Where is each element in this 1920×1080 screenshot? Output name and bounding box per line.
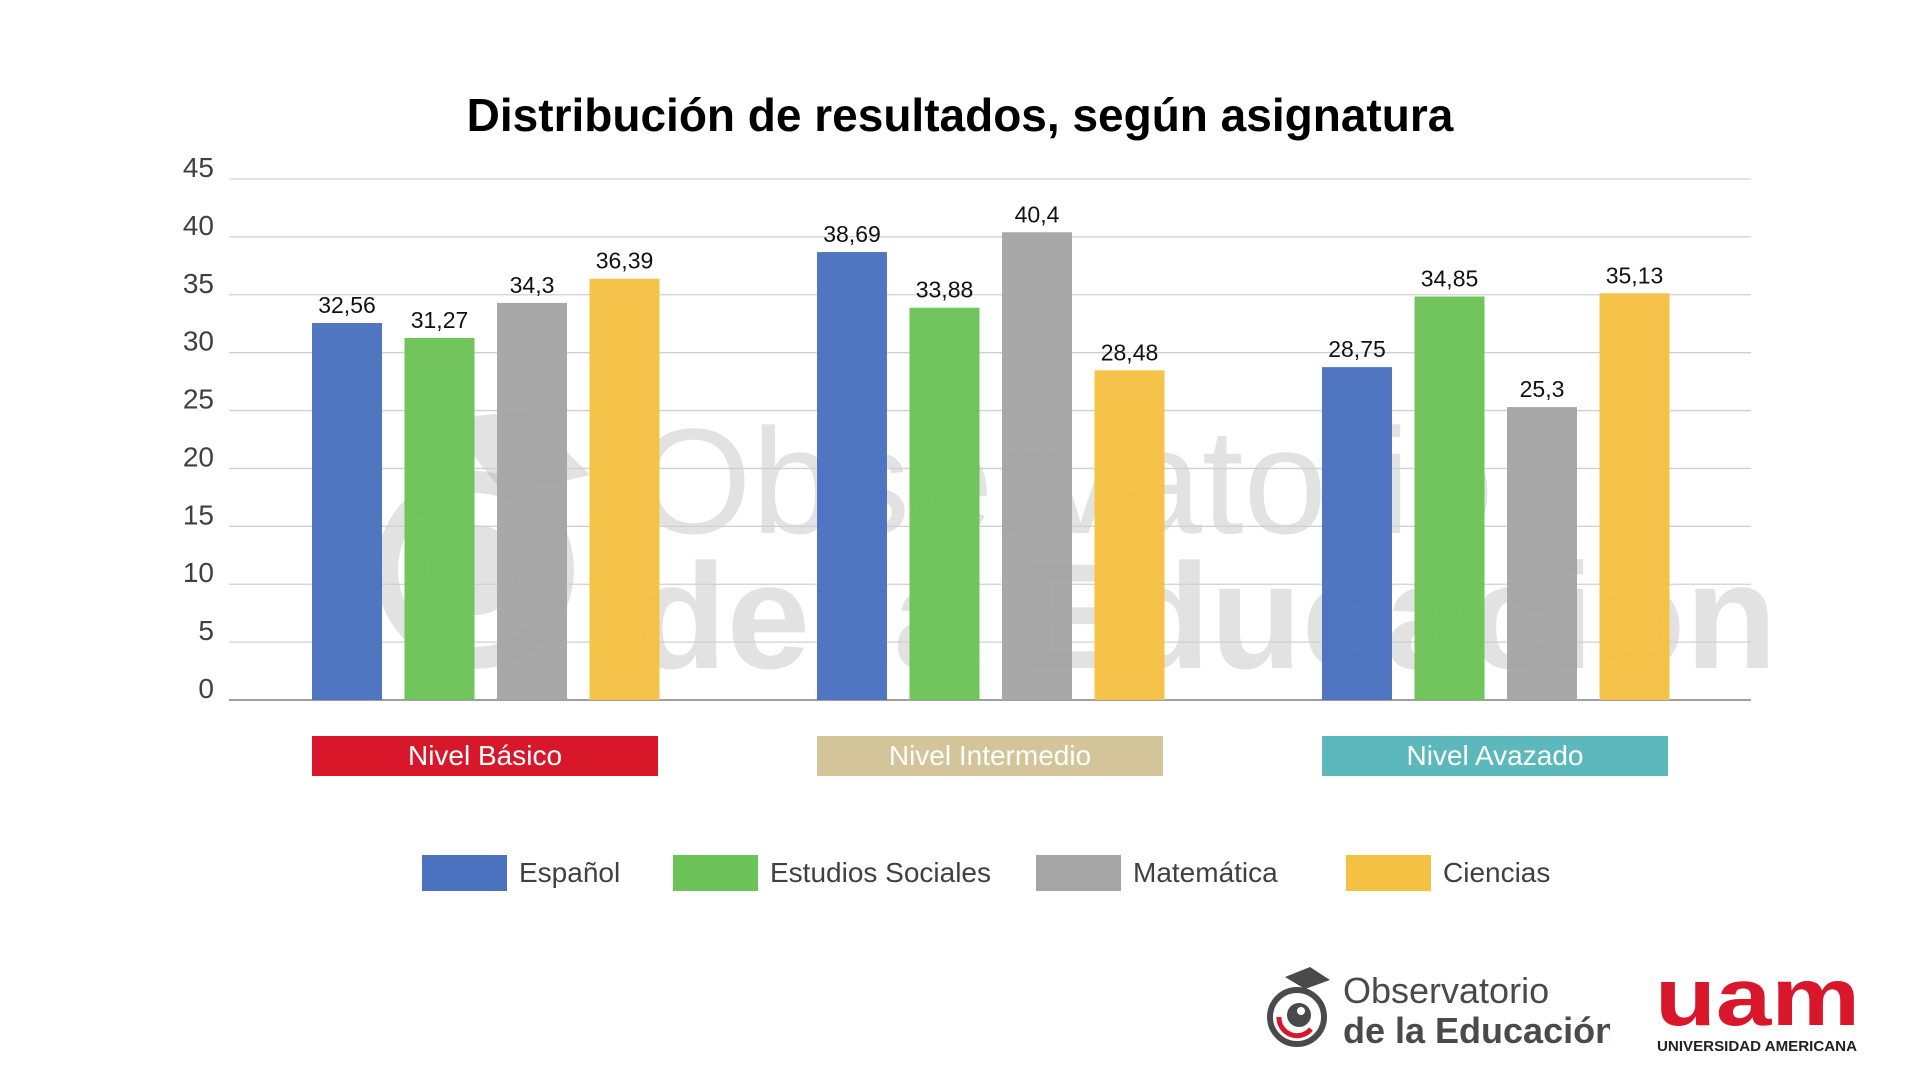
logo-observatorio-line1: Observatorio — [1343, 970, 1549, 1011]
data-label: 32,56 — [318, 292, 376, 318]
y-tick-label: 45 — [183, 152, 214, 183]
bar — [497, 302, 567, 700]
data-label: 28,48 — [1101, 339, 1159, 365]
bar — [312, 323, 382, 700]
category-label: Nivel Avazado — [1322, 736, 1668, 776]
bar — [817, 252, 887, 700]
data-label: 34,3 — [510, 272, 555, 298]
legend-item: Matemática — [1036, 855, 1278, 891]
data-label: 33,88 — [916, 277, 974, 303]
chart-title: Distribución de resultados, según asigna… — [466, 89, 1454, 141]
data-label: 28,75 — [1328, 336, 1386, 362]
y-tick-label: 15 — [183, 499, 214, 530]
legend-label: Español — [519, 857, 621, 888]
bar — [909, 307, 980, 700]
logo-observatorio-line2: de la Educación — [1343, 1010, 1610, 1050]
bar — [1322, 367, 1392, 700]
uam-mark: uam — [1655, 965, 1860, 1043]
y-tick-label: 25 — [183, 384, 214, 415]
data-label: 38,69 — [823, 221, 881, 247]
legend-label: Matemática — [1133, 857, 1278, 888]
bar — [1094, 370, 1165, 700]
bar — [589, 278, 660, 700]
bar — [1414, 296, 1485, 700]
legend-swatch — [1036, 855, 1121, 891]
data-label: 35,13 — [1606, 262, 1664, 288]
y-tick-label: 20 — [183, 441, 214, 472]
legend-swatch — [422, 855, 507, 891]
category-label: Nivel Intermedio — [817, 736, 1163, 776]
data-label: 34,85 — [1421, 266, 1479, 292]
legend-swatch — [1346, 855, 1431, 891]
data-label: 36,39 — [596, 248, 654, 274]
y-tick-label: 35 — [183, 268, 214, 299]
data-label: 40,4 — [1015, 201, 1060, 227]
legend-label: Ciencias — [1443, 857, 1551, 888]
y-tick-label: 40 — [183, 210, 214, 241]
data-label: 31,27 — [411, 307, 469, 333]
category-label: Nivel Básico — [312, 736, 658, 776]
uam-logo: uam UNIVERSIDAD AMERICANA — [1655, 965, 1860, 1055]
bar — [1599, 293, 1670, 700]
bar — [404, 337, 475, 700]
legend-item: Español — [422, 855, 620, 891]
observatorio-logo: Observatorio de la Educación — [1267, 967, 1610, 1050]
bar — [1002, 232, 1072, 700]
uam-name: UNIVERSIDAD AMERICANA — [1657, 1038, 1857, 1055]
legend-item: Ciencias — [1346, 855, 1550, 891]
y-tick-label: 30 — [183, 326, 214, 357]
y-tick-label: 10 — [183, 557, 214, 588]
legend-swatch — [673, 855, 758, 891]
legend-label: Estudios Sociales — [770, 857, 992, 888]
data-label: 25,3 — [1520, 376, 1565, 402]
bar — [1507, 407, 1577, 700]
y-tick-label: 5 — [198, 615, 214, 646]
y-tick-label: 0 — [198, 673, 214, 704]
legend-item: Estudios Sociales — [673, 855, 991, 891]
